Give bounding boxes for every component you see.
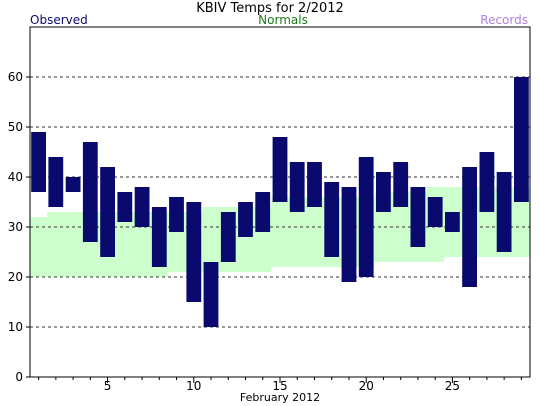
observed-bar-day-13 [238, 202, 253, 237]
observed-bar-day-12 [220, 212, 236, 262]
observed-bar-day-26 [462, 167, 477, 287]
observed-bar-day-3 [65, 177, 81, 192]
legend-observed: Observed [30, 13, 88, 27]
observed-bar-day-6 [117, 192, 133, 222]
x-tick-label-20: 20 [359, 379, 374, 393]
observed-bar-day-7 [134, 187, 150, 227]
observed-bar-day-10 [186, 202, 202, 302]
y-tick-label-30: 30 [8, 220, 23, 234]
plot-area: 0 10 20 30 40 50 60 5 10 15 20 25 [8, 26, 531, 393]
y-tick-label-40: 40 [8, 170, 23, 184]
observed-bar-day-24 [427, 197, 443, 227]
x-axis-label: February 2012 [240, 391, 320, 404]
observed-bar-day-19 [341, 187, 357, 282]
observed-bar-day-20 [358, 157, 374, 277]
x-tick-label-5: 5 [104, 379, 112, 393]
observed-bar-day-8 [151, 207, 167, 267]
y-tick-label-0: 0 [15, 370, 23, 384]
y-tick-label-10: 10 [8, 320, 23, 334]
observed-bar-day-23 [410, 187, 426, 247]
observed-bar-day-1 [31, 132, 46, 192]
observed-bar-day-22 [393, 162, 409, 207]
observed-bar-day-14 [255, 192, 271, 232]
observed-bar-day-28 [496, 172, 512, 252]
observed-bar-day-11 [203, 262, 219, 327]
observed-bar-day-5 [100, 167, 115, 257]
y-tick-label-50: 50 [8, 120, 23, 134]
observed-bar-day-4 [82, 142, 98, 242]
legend-normals: Normals [258, 13, 308, 27]
legend-records: Records [480, 13, 528, 27]
observed-bar-day-16 [289, 162, 305, 212]
observed-bar-day-17 [307, 162, 322, 207]
chart-title: KBIV Temps for 2/2012 [196, 1, 344, 16]
observed-bar-day-29 [514, 77, 529, 202]
y-tick-label-60: 60 [8, 70, 23, 84]
observed-bar-day-18 [324, 182, 340, 257]
y-tick-label-20: 20 [8, 270, 23, 284]
observed-bar-day-21 [376, 172, 391, 212]
observed-bar-day-15 [272, 137, 288, 202]
x-tick-label-25: 25 [445, 379, 460, 393]
observed-bar-day-9 [169, 197, 184, 232]
x-tick-label-10: 10 [186, 379, 201, 393]
observed-bar-day-25 [445, 212, 460, 232]
observed-bar-day-27 [479, 152, 495, 212]
x-tick-label-15: 15 [272, 379, 287, 393]
observed-bar-day-2 [48, 157, 64, 207]
